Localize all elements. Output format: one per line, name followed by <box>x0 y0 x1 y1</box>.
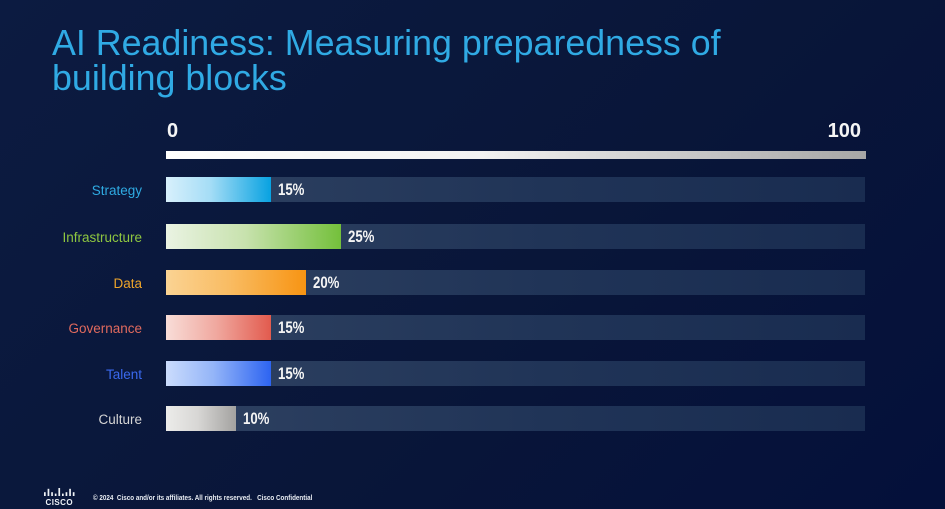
svg-text:CISCO: CISCO <box>46 498 74 506</box>
